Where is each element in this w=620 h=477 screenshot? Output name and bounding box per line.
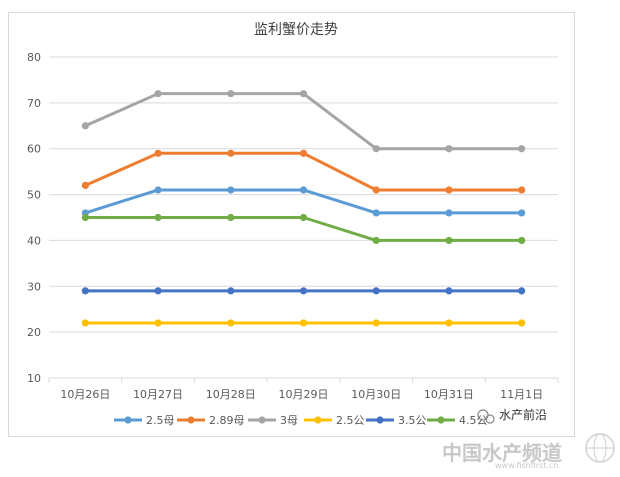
series-3: [81, 319, 526, 327]
data-point: [81, 181, 89, 189]
channel-site: www.fishfirst.cn: [495, 461, 558, 470]
x-tick-label: 10月27日: [133, 388, 183, 401]
data-point: [372, 236, 380, 245]
data-point: [299, 149, 308, 157]
y-tick-label: 80: [27, 51, 41, 64]
wechat-watermark: 水产前沿: [477, 407, 547, 424]
legend-swatch-marker: [376, 416, 384, 424]
series-line: [84, 92, 522, 151]
legend-swatch-marker: [314, 416, 322, 424]
channel-watermark: 中国水产频道 www.fishfirst.cn: [442, 433, 615, 470]
y-tick-label: 70: [27, 97, 41, 110]
x-tick-label: 11月1日: [500, 388, 543, 401]
y-tick-labels: 10 20 30 40 50 60 70 80: [27, 51, 41, 385]
legend-label: 3母: [280, 414, 298, 427]
legend-item: 4.5公: [427, 414, 488, 427]
data-point: [372, 287, 380, 295]
data-point: [445, 287, 453, 295]
data-point: [154, 186, 162, 194]
series-group: [81, 90, 526, 327]
y-tick-label: 10: [27, 372, 41, 385]
data-point: [154, 319, 162, 327]
series-4: [81, 287, 526, 295]
data-point: [227, 90, 235, 98]
data-point: [81, 122, 89, 130]
data-point: [518, 186, 526, 194]
legend-label: 3.5公: [398, 414, 427, 427]
chart-frame: [8, 12, 575, 437]
data-point: [299, 287, 308, 295]
legend-label: 4.5公: [459, 414, 488, 427]
x-tick-label: 10月29日: [279, 388, 329, 401]
legend-swatch-marker: [258, 416, 266, 424]
legend-swatch-marker: [187, 416, 195, 424]
legend-swatch-marker: [124, 416, 132, 424]
data-point: [227, 287, 235, 295]
data-point: [372, 209, 380, 217]
y-tick-label: 20: [27, 326, 41, 339]
legend-item: 3.5公: [366, 414, 427, 427]
legend-item: 2.5母: [114, 414, 175, 427]
data-point: [227, 149, 235, 157]
data-point: [81, 319, 89, 327]
x-tick-label: 10月30日: [351, 388, 401, 401]
data-point: [445, 209, 453, 217]
data-point: [299, 213, 308, 222]
data-point: [518, 287, 526, 295]
data-point: [154, 213, 162, 222]
data-point: [518, 319, 526, 327]
legend: 2.5母 2.89母 3母 2.5公 3.5公 4.5公: [114, 414, 488, 427]
wechat-account-name: 水产前沿: [499, 407, 547, 422]
legend-item: 2.5公: [304, 414, 365, 427]
legend-item: 2.89母: [177, 414, 245, 427]
data-point: [81, 287, 89, 295]
y-tick-label: 30: [27, 280, 41, 293]
data-point: [445, 145, 453, 153]
data-point: [81, 213, 89, 222]
data-point: [154, 287, 162, 295]
data-point: [372, 319, 380, 327]
x-tick-label: 10月31日: [424, 388, 474, 401]
data-point: [299, 90, 308, 98]
legend-label: 2.5公: [336, 414, 365, 427]
data-point: [518, 209, 526, 217]
data-point: [154, 149, 162, 157]
channel-name: 中国水产频道: [442, 441, 562, 465]
data-point: [518, 236, 526, 245]
series-5: [81, 213, 526, 245]
legend-label: 2.89母: [209, 414, 245, 427]
x-tick-label: 10月28日: [206, 388, 256, 401]
data-point: [372, 186, 380, 194]
legend-swatch-marker: [437, 416, 445, 424]
data-point: [299, 319, 308, 327]
series-line: [84, 151, 522, 192]
data-point: [445, 236, 453, 245]
data-point: [227, 186, 235, 194]
data-point: [445, 186, 453, 194]
x-tick-labels: 10月26日 10月27日 10月28日 10月29日 10月30日 10月31日 11月1…: [48, 378, 559, 401]
legend-item: 3母: [248, 414, 298, 427]
data-point: [372, 145, 380, 153]
data-point: [518, 145, 526, 153]
series-1: [81, 149, 526, 194]
data-point: [227, 213, 235, 222]
series-2: [81, 90, 526, 153]
data-point: [154, 90, 162, 98]
legend-label: 2.5母: [146, 414, 175, 427]
chart-title: 监利蟹价走势: [254, 22, 338, 38]
data-point: [445, 319, 453, 327]
data-point: [227, 319, 235, 327]
y-tick-label: 50: [27, 189, 41, 202]
y-tick-label: 40: [27, 234, 41, 247]
data-point: [299, 186, 308, 194]
x-tick-label: 10月26日: [60, 388, 110, 401]
y-tick-label: 60: [27, 143, 41, 156]
